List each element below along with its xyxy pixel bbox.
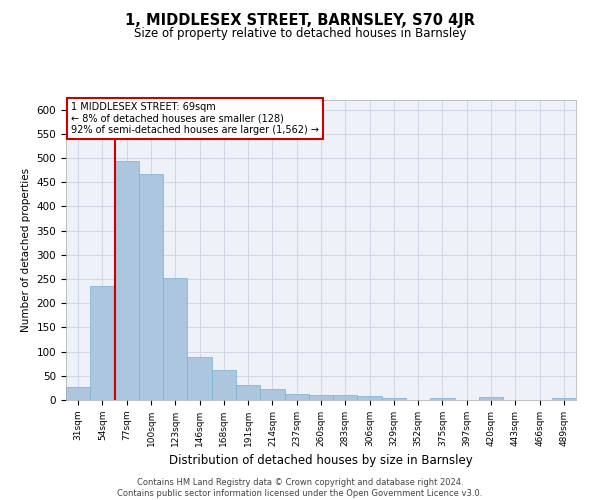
Bar — [187, 358, 212, 400]
Text: Contains HM Land Registry data © Crown copyright and database right 2024.
Contai: Contains HM Land Registry data © Crown c… — [118, 478, 482, 498]
Bar — [163, 278, 187, 400]
Bar — [284, 394, 309, 400]
Bar — [212, 370, 236, 400]
Text: 1 MIDDLESEX STREET: 69sqm
← 8% of detached houses are smaller (128)
92% of semi-: 1 MIDDLESEX STREET: 69sqm ← 8% of detach… — [71, 102, 319, 134]
Bar — [552, 398, 576, 400]
Bar — [236, 384, 260, 400]
Bar — [309, 394, 333, 400]
Bar — [479, 396, 503, 400]
Text: Size of property relative to detached houses in Barnsley: Size of property relative to detached ho… — [134, 28, 466, 40]
Bar — [382, 398, 406, 400]
Bar — [358, 396, 382, 400]
Bar — [66, 388, 90, 400]
Bar — [115, 162, 139, 400]
Bar — [260, 389, 284, 400]
Bar — [430, 398, 455, 400]
Y-axis label: Number of detached properties: Number of detached properties — [21, 168, 31, 332]
Bar — [139, 174, 163, 400]
X-axis label: Distribution of detached houses by size in Barnsley: Distribution of detached houses by size … — [169, 454, 473, 468]
Bar — [333, 395, 358, 400]
Bar — [90, 286, 115, 400]
Text: 1, MIDDLESEX STREET, BARNSLEY, S70 4JR: 1, MIDDLESEX STREET, BARNSLEY, S70 4JR — [125, 12, 475, 28]
